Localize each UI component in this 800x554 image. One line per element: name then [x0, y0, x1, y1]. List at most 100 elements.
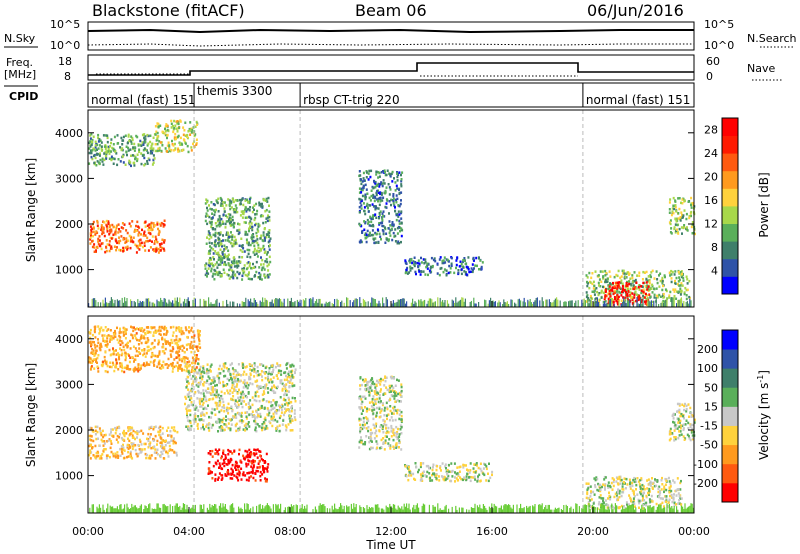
scatter-cell [268, 248, 271, 251]
scatter-cell [108, 233, 111, 236]
scatter-cell [653, 287, 655, 290]
ground-echo-cell [377, 303, 379, 307]
scatter-cell [151, 152, 154, 155]
scatter-cell [254, 448, 257, 452]
scatter-cell [244, 206, 247, 209]
scatter-cell [186, 361, 189, 364]
scatter-cell [374, 402, 377, 405]
scatter-cell [668, 294, 671, 297]
scatter-cell [270, 408, 273, 412]
scatter-cell [110, 155, 113, 158]
scatter-cell [255, 231, 258, 235]
scatter-cell [385, 376, 388, 379]
scatter-cell [375, 406, 378, 410]
scatter-cell [401, 171, 404, 174]
scatter-cell [194, 377, 197, 381]
ground-echo-cell [298, 301, 300, 307]
scatter-cell [259, 450, 262, 453]
scatter-cell [152, 222, 155, 225]
scatter-cell [611, 287, 614, 290]
ground-echo-cell [426, 303, 428, 307]
scatter-cell [122, 446, 125, 449]
scatter-cell [163, 352, 166, 355]
scatter-cell [227, 231, 230, 235]
scatter-cell [211, 262, 214, 265]
scatter-cell [108, 152, 111, 155]
scatter-cell [367, 210, 370, 213]
scatter-cell [628, 273, 630, 276]
ground-echo-cell [332, 304, 334, 307]
ground-echo-cell [550, 302, 552, 307]
scatter-cell [229, 450, 232, 453]
scatter-cell [373, 437, 376, 440]
scatter-cell [137, 246, 140, 250]
scatter-cell [238, 388, 240, 392]
scatter-cell [190, 326, 193, 330]
scatter-cell [619, 281, 622, 285]
scatter-cell [383, 215, 386, 218]
scatter-cell [159, 455, 162, 459]
scatter-cell [194, 414, 197, 417]
scatter-cell [103, 158, 106, 162]
scatter-cell [604, 278, 607, 282]
scatter-cell [366, 417, 369, 421]
scatter-cell [623, 272, 626, 275]
ground-echo-cell [367, 301, 369, 307]
scatter-cell [180, 326, 183, 330]
scatter-cell [259, 215, 262, 218]
scatter-cell [387, 239, 390, 243]
scatter-cell [112, 337, 115, 340]
scatter-cell [115, 240, 118, 243]
ground-echo-cell [487, 303, 489, 307]
ground-echo-cell [134, 302, 136, 307]
scatter-cell [89, 134, 92, 137]
scatter-cell [391, 412, 393, 415]
scatter-cell [255, 252, 258, 255]
scatter-cell [460, 268, 463, 271]
scatter-cell [130, 142, 133, 145]
scatter-cell [232, 276, 235, 280]
scatter-cell [159, 249, 162, 252]
scatter-cell [227, 427, 230, 430]
scatter-cell [283, 407, 286, 411]
scatter-cell [172, 347, 175, 350]
scatter-cell [218, 237, 220, 241]
ground-echo-cell [662, 302, 664, 307]
scatter-cell [252, 251, 255, 254]
scatter-cell [167, 141, 170, 144]
scatter-cell [116, 454, 119, 457]
scatter-cell [100, 242, 103, 245]
ground-echo-cell [401, 298, 403, 307]
scatter-cell [157, 251, 160, 254]
scatter-cell [206, 363, 209, 366]
scatter-cell [400, 183, 403, 186]
scatter-cell [290, 409, 293, 413]
scatter-cell [157, 354, 160, 358]
ground-echo-cell [672, 297, 674, 307]
scatter-cell [419, 273, 422, 276]
scatter-cell [125, 332, 127, 335]
scatter-cell [128, 354, 131, 357]
scatter-cell [250, 460, 253, 463]
ground-echo-cell [260, 301, 262, 307]
scatter-cell [167, 455, 170, 458]
scatter-cell [125, 145, 128, 148]
scatter-cell [242, 471, 245, 474]
scatter-cell [382, 378, 385, 382]
scatter-cell [169, 349, 172, 353]
scatter-cell [112, 352, 115, 356]
scatter-cell [120, 226, 123, 229]
scatter-cell [253, 253, 256, 256]
scatter-cell [94, 444, 97, 448]
scatter-cell [364, 442, 366, 446]
scatter-cell [90, 151, 93, 155]
scatter-cell [159, 445, 162, 448]
scatter-cell [258, 459, 261, 463]
scatter-cell [128, 162, 131, 166]
scatter-cell [376, 189, 379, 193]
ground-echo-cell [660, 302, 662, 307]
scatter-cell [252, 262, 254, 266]
scatter-cell [137, 366, 140, 370]
scatter-cell [664, 288, 667, 291]
scatter-cell [94, 156, 97, 160]
